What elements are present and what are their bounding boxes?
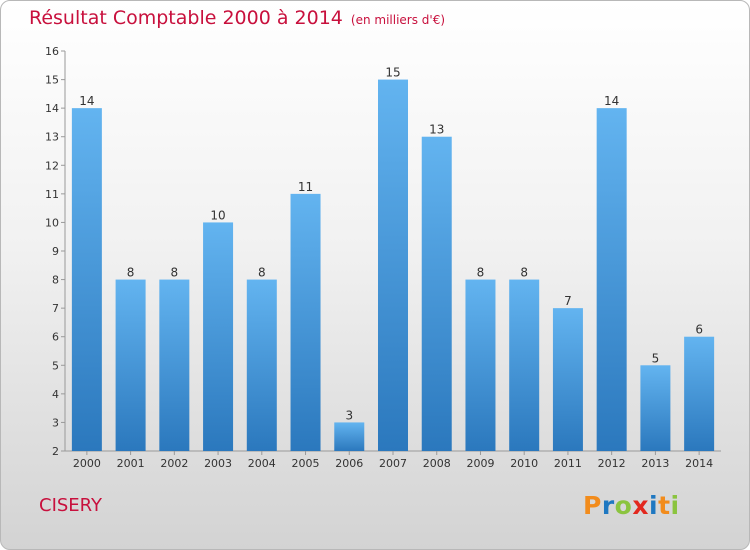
logo-letter: x (632, 491, 649, 520)
data-label-2011: 7 (564, 294, 572, 308)
data-label-2005: 11 (298, 180, 313, 194)
y-tick-label: 14 (45, 102, 59, 115)
x-tick-label: 2005 (292, 457, 320, 470)
y-tick-label: 3 (52, 416, 59, 429)
bar-2011[interactable] (552, 308, 583, 451)
bar-2002[interactable] (159, 279, 190, 451)
data-label-2007: 15 (385, 66, 400, 80)
y-tick-label: 12 (45, 159, 59, 172)
bar-2007[interactable] (378, 79, 408, 452)
commune-name: CISERY (39, 495, 103, 516)
data-label-2004: 8 (258, 266, 266, 280)
x-tick-label: 2004 (248, 457, 276, 470)
x-tick-label: 2003 (204, 457, 232, 470)
bar-2009[interactable] (465, 279, 496, 451)
bar-2005[interactable] (290, 193, 321, 451)
proxiti-logo[interactable]: Proxiti (583, 491, 680, 520)
bar-2014[interactable] (684, 336, 715, 451)
x-tick-label: 2014 (685, 457, 713, 470)
x-tick-label: 2012 (598, 457, 626, 470)
bar-2003[interactable] (203, 222, 234, 451)
x-tick-label: 2002 (160, 457, 188, 470)
logo-letter: t (658, 491, 671, 520)
y-tick-label: 4 (52, 388, 59, 401)
y-tick-label: 8 (52, 274, 59, 287)
y-tick-label: 13 (45, 131, 59, 144)
bar-2001[interactable] (115, 279, 146, 451)
chart-title: Résultat Comptable 2000 à 2014 (29, 7, 343, 29)
y-tick-label: 2 (52, 445, 59, 458)
y-tick-label: 5 (52, 359, 59, 372)
data-label-2001: 8 (127, 266, 135, 280)
y-tick-label: 15 (45, 74, 59, 87)
data-label-2002: 8 (171, 266, 179, 280)
data-label-2012: 14 (604, 94, 619, 108)
y-tick-label: 7 (52, 302, 59, 315)
data-label-2003: 10 (210, 208, 225, 222)
bar-2006[interactable] (334, 422, 365, 451)
x-tick-label: 2001 (117, 457, 145, 470)
logo-letter: i (670, 491, 680, 520)
data-label-2014: 6 (695, 323, 703, 337)
y-tick-label: 11 (45, 188, 59, 201)
bar-2008[interactable] (421, 136, 452, 451)
bar-2004[interactable] (246, 279, 277, 451)
x-tick-label: 2000 (73, 457, 101, 470)
chart-title-block: Résultat Comptable 2000 à 2014 (en millie… (29, 7, 445, 29)
y-tick-label: 10 (45, 216, 59, 229)
data-label-2008: 13 (429, 123, 444, 137)
data-label-2013: 5 (652, 351, 660, 365)
logo-letter: o (614, 491, 633, 520)
x-tick-label: 2013 (641, 457, 669, 470)
chart-unit: (en milliers d'€) (350, 13, 446, 27)
data-label-2006: 3 (345, 408, 353, 422)
x-tick-label: 2007 (379, 457, 407, 470)
logo-letter: r (601, 491, 615, 520)
data-label-2000: 14 (79, 94, 94, 108)
x-tick-label: 2010 (510, 457, 538, 470)
bar-2012[interactable] (596, 108, 627, 452)
y-tick-label: 9 (52, 245, 59, 258)
x-tick-label: 2006 (335, 457, 363, 470)
data-label-2009: 8 (477, 266, 485, 280)
x-tick-label: 2008 (423, 457, 451, 470)
data-label-2010: 8 (520, 266, 528, 280)
bar-2000[interactable] (71, 108, 102, 452)
labels: 2000 14 2001 8 2002 8 2003 10 2004 8 2005 11 2006 3 20… (73, 66, 713, 470)
bar-2010[interactable] (509, 279, 540, 451)
logo-letter: P (583, 491, 602, 520)
x-tick-label: 2011 (554, 457, 582, 470)
bars (71, 79, 715, 452)
logo-letter: i (649, 491, 659, 520)
x-tick-label: 2009 (466, 457, 494, 470)
bar-2013[interactable] (640, 365, 671, 451)
y-tick-label: 6 (52, 331, 59, 344)
y-tick-label: 16 (45, 45, 59, 58)
